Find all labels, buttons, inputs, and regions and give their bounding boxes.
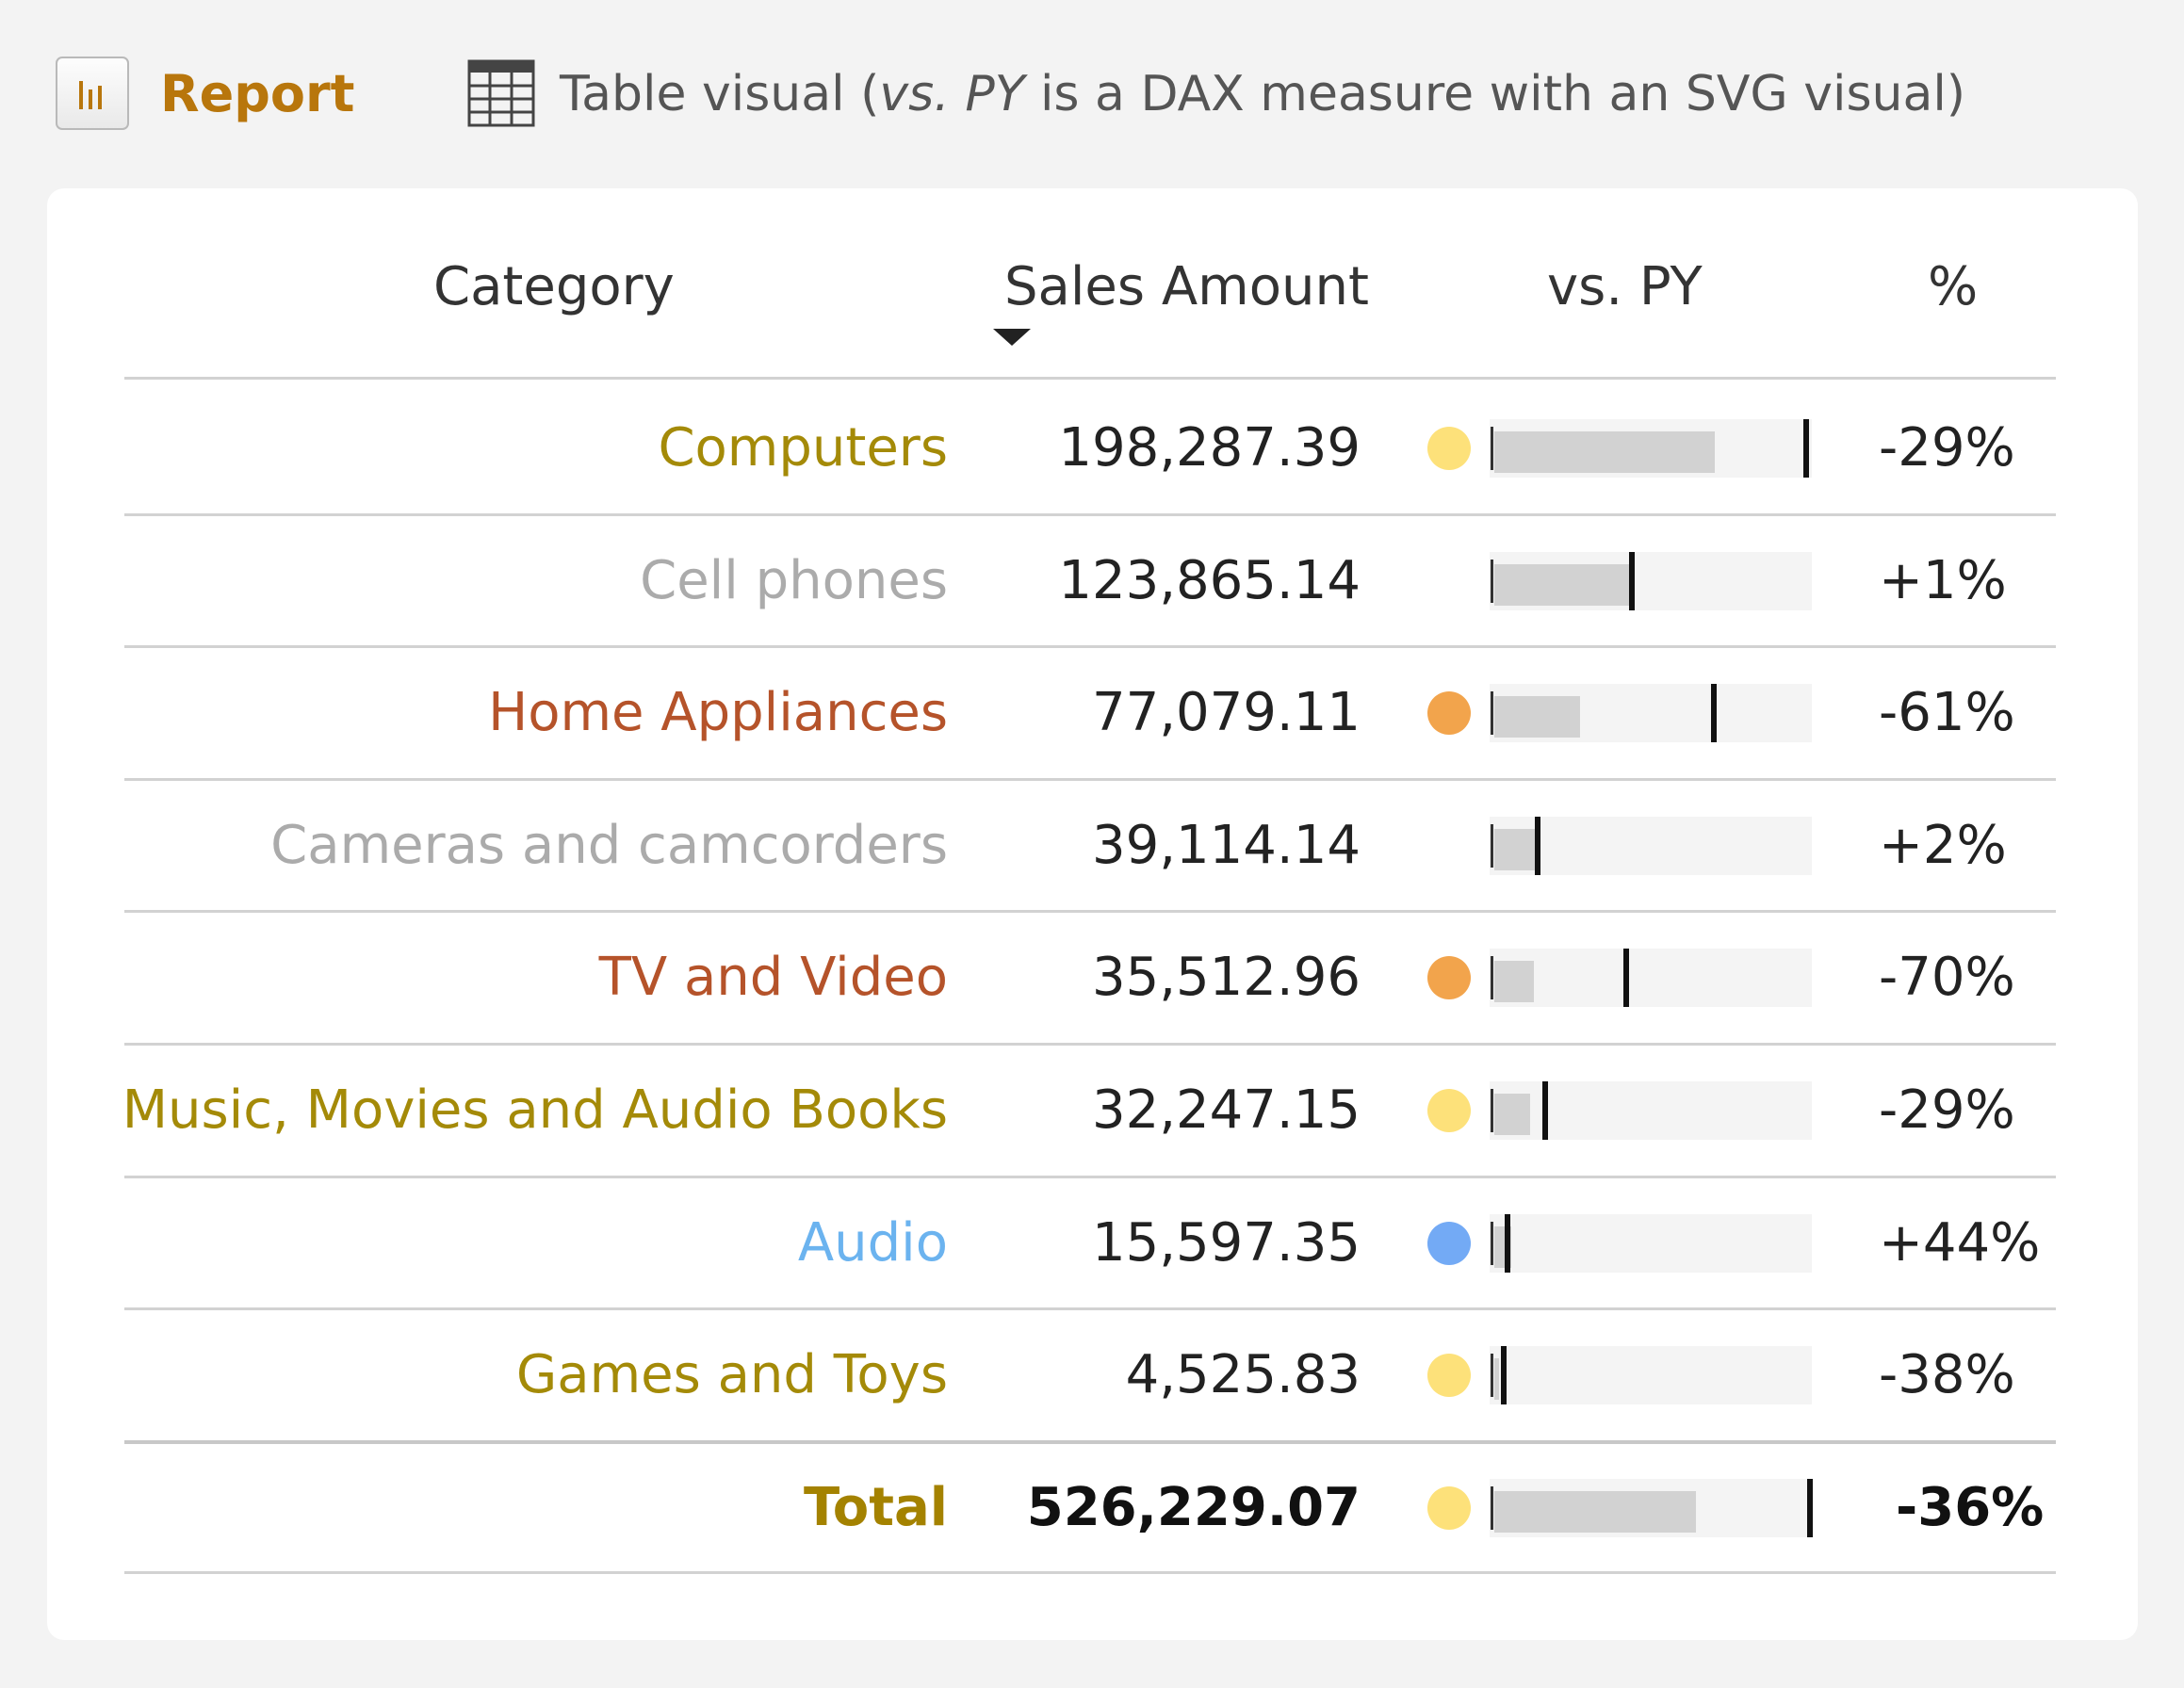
vs-py-bar-baseline bbox=[1491, 1221, 1493, 1265]
row-divider bbox=[124, 1440, 2056, 1444]
row-divider bbox=[124, 513, 2056, 516]
header-divider bbox=[124, 377, 2056, 380]
vs-py-bar-current bbox=[1494, 1094, 1530, 1135]
category-cell: Computers bbox=[658, 417, 948, 479]
sales-amount-cell: 198,287.39 bbox=[1058, 417, 1361, 479]
header-vs-py[interactable]: vs. PY bbox=[1547, 256, 1703, 317]
vs-py-bar-current bbox=[1494, 1358, 1499, 1401]
vs-py-bar-current bbox=[1494, 563, 1632, 606]
vs-py-bar-baseline bbox=[1491, 1485, 1493, 1530]
row-divider bbox=[124, 1176, 2056, 1178]
percent-change-cell: +1% bbox=[1879, 549, 2007, 611]
table-row[interactable]: Home Appliances 77,079.11 -61% bbox=[0, 647, 2184, 779]
category-cell: Music, Movies and Audio Books bbox=[122, 1079, 948, 1141]
row-divider bbox=[124, 910, 2056, 913]
total-row[interactable]: Total 526,229.07 -36% bbox=[0, 1442, 2184, 1574]
caption-measure: vs. PY bbox=[879, 66, 1025, 122]
category-cell: Total bbox=[804, 1476, 948, 1538]
bar-chart-icon bbox=[79, 81, 102, 109]
caption-suffix: is a DAX measure with an SVG visual) bbox=[1024, 66, 1966, 122]
category-cell: TV and Video bbox=[598, 947, 948, 1009]
status-dot-icon bbox=[1427, 1354, 1471, 1398]
status-dot-icon bbox=[1427, 691, 1471, 736]
vs-py-bar-baseline bbox=[1491, 1089, 1493, 1132]
row-divider bbox=[124, 645, 2056, 648]
report-label[interactable]: Report bbox=[160, 64, 355, 123]
category-cell: Audio bbox=[797, 1211, 948, 1274]
table-icon bbox=[467, 59, 535, 127]
vs-py-bar-current bbox=[1494, 828, 1538, 870]
category-cell: Games and Toys bbox=[515, 1344, 948, 1406]
vs-py-bar-current bbox=[1494, 696, 1580, 738]
header-percent[interactable]: % bbox=[1928, 256, 1979, 317]
table-row[interactable]: TV and Video 35,512.96 -70% bbox=[0, 912, 2184, 1044]
vs-py-bar-current bbox=[1494, 1490, 1696, 1533]
vs-py-bar-baseline bbox=[1491, 559, 1493, 603]
table-row[interactable]: Music, Movies and Audio Books 32,247.15 -2… bbox=[0, 1045, 2184, 1177]
table-row[interactable]: Games and Toys 4,525.83 -38% bbox=[0, 1309, 2184, 1441]
vs-py-bar-previous-marker bbox=[1711, 684, 1717, 743]
vs-py-bar-baseline bbox=[1491, 691, 1493, 736]
vs-py-bar-previous-marker bbox=[1535, 816, 1540, 875]
vs-py-bar-baseline bbox=[1491, 956, 1493, 1000]
vs-py-bar-baseline bbox=[1491, 823, 1493, 868]
category-cell: Home Appliances bbox=[488, 682, 948, 744]
vs-py-bar-current bbox=[1494, 431, 1715, 473]
toolbar: Report Table visual (vs. PY is a DAX mea… bbox=[0, 0, 2184, 188]
vs-py-bar-track bbox=[1490, 1213, 1812, 1273]
vs-py-bar-previous-marker bbox=[1803, 419, 1809, 478]
vs-py-bar-previous-marker bbox=[1629, 551, 1635, 610]
visual-caption: Table visual (vs. PY is a DAX measure wi… bbox=[560, 58, 1965, 130]
category-cell: Cell phones bbox=[640, 549, 948, 611]
header-sales-amount[interactable]: Sales Amount bbox=[1004, 256, 1369, 317]
row-divider bbox=[124, 778, 2056, 781]
table-row[interactable]: Computers 198,287.39 -29% bbox=[0, 382, 2184, 514]
sort-descending-icon bbox=[993, 329, 1031, 346]
caption-prefix: Table visual ( bbox=[560, 66, 880, 122]
vs-py-bar-previous-marker bbox=[1542, 1081, 1548, 1140]
status-dot-icon bbox=[1427, 1221, 1471, 1265]
vs-py-bar-previous-marker bbox=[1807, 1478, 1813, 1537]
sales-amount-cell: 15,597.35 bbox=[1091, 1211, 1361, 1274]
vs-py-bar-current bbox=[1494, 961, 1534, 1003]
percent-change-cell: -29% bbox=[1879, 417, 2015, 479]
vs-py-bar-previous-marker bbox=[1623, 949, 1629, 1008]
percent-change-cell: -38% bbox=[1879, 1344, 2015, 1406]
sales-amount-cell: 123,865.14 bbox=[1058, 549, 1361, 611]
header-category[interactable]: Category bbox=[433, 256, 675, 317]
status-dot-icon bbox=[1427, 1485, 1471, 1530]
sales-amount-cell: 526,229.07 bbox=[1026, 1476, 1361, 1538]
vs-py-bar-track bbox=[1490, 1081, 1812, 1140]
vs-py-bar-previous-marker bbox=[1501, 1346, 1507, 1405]
table-row[interactable]: Cell phones 123,865.14 +1% bbox=[0, 515, 2184, 647]
sales-amount-cell: 32,247.15 bbox=[1091, 1079, 1361, 1141]
vs-py-bar-baseline bbox=[1491, 427, 1493, 470]
table-bottom-border bbox=[124, 1571, 2056, 1574]
vs-py-bar-track bbox=[1490, 816, 1812, 875]
status-dot-icon bbox=[1427, 1089, 1471, 1132]
percent-change-cell: +2% bbox=[1879, 814, 2007, 876]
vs-py-bar-baseline bbox=[1491, 1354, 1493, 1398]
percent-change-cell: +44% bbox=[1879, 1211, 2041, 1274]
sales-amount-cell: 4,525.83 bbox=[1125, 1344, 1361, 1406]
vs-py-bar-previous-marker bbox=[1505, 1213, 1510, 1273]
table-row[interactable]: Audio 15,597.35 +44% bbox=[0, 1177, 2184, 1309]
report-button[interactable] bbox=[56, 57, 129, 130]
percent-change-cell: -61% bbox=[1879, 682, 2015, 744]
vs-py-bar-track bbox=[1490, 1346, 1812, 1405]
row-divider bbox=[124, 1043, 2056, 1046]
sales-amount-cell: 77,079.11 bbox=[1091, 682, 1361, 744]
percent-change-cell: -36% bbox=[1896, 1476, 2045, 1538]
sales-amount-cell: 39,114.14 bbox=[1091, 814, 1361, 876]
row-divider bbox=[124, 1307, 2056, 1310]
status-dot-icon bbox=[1427, 427, 1471, 470]
percent-change-cell: -70% bbox=[1879, 947, 2015, 1009]
vs-py-bar-track bbox=[1490, 949, 1812, 1008]
percent-change-cell: -29% bbox=[1879, 1079, 2015, 1141]
table-row[interactable]: Cameras and camcorders 39,114.14 +2% bbox=[0, 780, 2184, 912]
status-dot-icon bbox=[1427, 956, 1471, 1000]
category-cell: Cameras and camcorders bbox=[270, 814, 948, 876]
sales-amount-cell: 35,512.96 bbox=[1091, 947, 1361, 1009]
